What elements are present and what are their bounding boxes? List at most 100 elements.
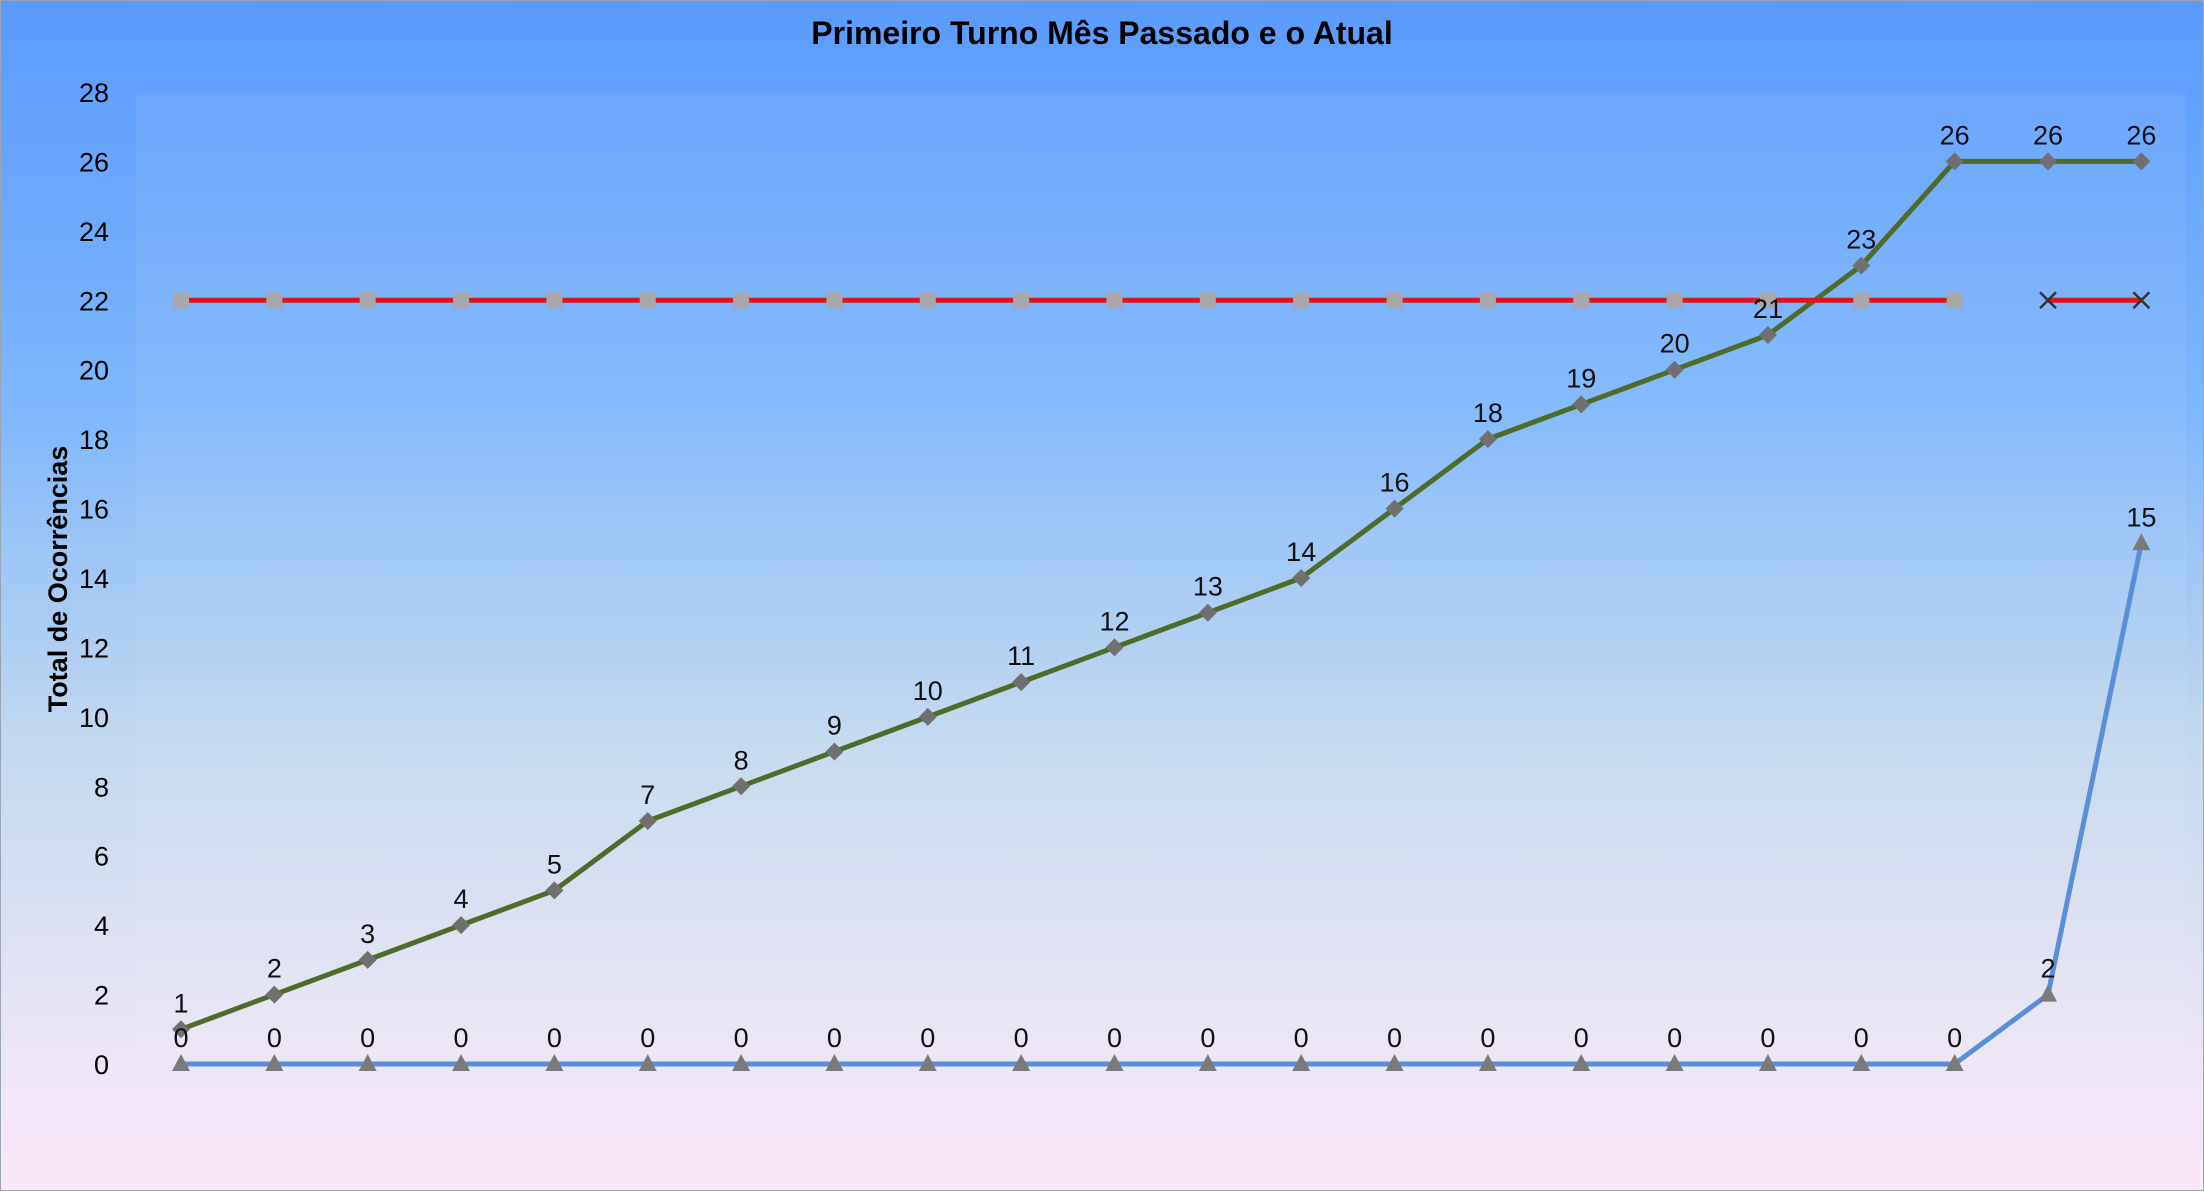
y-tick-label: 12 bbox=[79, 633, 109, 663]
data-point-red bbox=[1666, 292, 1683, 309]
data-label-blue: 0 bbox=[454, 1023, 469, 1053]
data-label-blue: 0 bbox=[1387, 1023, 1402, 1053]
data-point-blue bbox=[2039, 984, 2057, 1002]
data-label-green: 23 bbox=[1846, 225, 1876, 255]
data-label-blue: 0 bbox=[1107, 1023, 1122, 1053]
data-point-green bbox=[1478, 430, 1497, 449]
data-label-green: 3 bbox=[360, 919, 375, 949]
data-point-green bbox=[1945, 152, 1964, 171]
data-point-red bbox=[359, 292, 376, 309]
data-label-green: 11 bbox=[1007, 641, 1035, 671]
data-label-green: 16 bbox=[1380, 468, 1410, 498]
data-point-blue bbox=[358, 1054, 377, 1071]
data-point-red bbox=[1946, 292, 1963, 309]
data-label-blue: 0 bbox=[1014, 1023, 1029, 1053]
data-label-green: 18 bbox=[1473, 398, 1503, 428]
data-label-green: 1 bbox=[173, 988, 188, 1018]
data-point-red bbox=[1199, 292, 1216, 309]
data-label-blue: 15 bbox=[2126, 502, 2156, 532]
data-point-blue bbox=[172, 1054, 190, 1071]
data-point-blue bbox=[825, 1054, 844, 1071]
data-point-red bbox=[266, 292, 283, 309]
data-point-blue bbox=[638, 1054, 657, 1071]
data-point-red bbox=[453, 292, 470, 309]
data-label-blue: 0 bbox=[1854, 1023, 1869, 1053]
data-point-red bbox=[826, 292, 843, 309]
data-point-blue bbox=[1198, 1054, 1217, 1071]
data-point-blue bbox=[452, 1054, 471, 1071]
data-point-blue bbox=[2132, 533, 2151, 551]
data-label-green: 26 bbox=[2033, 120, 2063, 150]
data-point-green bbox=[1665, 360, 1684, 379]
data-label-blue: 0 bbox=[920, 1023, 935, 1053]
data-point-blue bbox=[1292, 1054, 1311, 1071]
data-point-green bbox=[452, 916, 471, 935]
data-label-blue: 0 bbox=[734, 1023, 749, 1053]
data-point-red bbox=[1759, 292, 1776, 309]
data-label-blue: 0 bbox=[1200, 1023, 1215, 1053]
data-label-blue: 0 bbox=[1574, 1023, 1589, 1053]
data-point-blue bbox=[1945, 1054, 1964, 1071]
data-point-blue bbox=[732, 1054, 751, 1071]
data-label-blue: 0 bbox=[360, 1023, 375, 1053]
data-point-red bbox=[733, 292, 750, 309]
data-label-green: 9 bbox=[827, 711, 842, 741]
data-point-blue bbox=[1105, 1054, 1124, 1071]
data-point-green bbox=[825, 742, 844, 761]
data-point-red-cont bbox=[2039, 291, 2057, 310]
y-tick-label: 0 bbox=[94, 1050, 109, 1080]
y-tick-label: 10 bbox=[79, 703, 109, 733]
data-label-green: 19 bbox=[1566, 363, 1596, 393]
data-point-green bbox=[1758, 326, 1777, 344]
data-label-green: 2 bbox=[267, 954, 282, 984]
y-tick-label: 24 bbox=[79, 217, 109, 247]
data-point-red bbox=[1479, 292, 1496, 309]
y-tick-label: 18 bbox=[79, 425, 109, 455]
data-label-blue: 0 bbox=[267, 1023, 282, 1053]
data-label-green: 8 bbox=[734, 745, 749, 775]
data-point-green bbox=[1385, 499, 1404, 518]
data-point-green bbox=[172, 1020, 190, 1039]
data-point-red bbox=[919, 292, 936, 309]
data-label-blue: 0 bbox=[1760, 1023, 1775, 1053]
data-point-green bbox=[638, 812, 657, 830]
y-tick-label: 6 bbox=[94, 842, 109, 872]
data-point-green bbox=[1292, 569, 1311, 587]
data-label-blue: 2 bbox=[2040, 954, 2055, 984]
data-point-red bbox=[173, 292, 189, 309]
data-label-green: 14 bbox=[1286, 537, 1316, 567]
data-label-green: 10 bbox=[913, 676, 943, 706]
data-point-blue bbox=[1385, 1054, 1404, 1071]
data-point-red bbox=[1293, 292, 1310, 309]
y-tick-label: 22 bbox=[79, 286, 109, 316]
data-point-blue bbox=[1852, 1054, 1871, 1071]
data-point-green bbox=[1572, 395, 1591, 414]
data-label-green: 21 bbox=[1753, 294, 1783, 324]
data-label-green: 4 bbox=[454, 884, 469, 914]
data-label-green: 26 bbox=[1940, 120, 1970, 150]
data-point-green bbox=[918, 707, 937, 726]
data-point-red bbox=[1386, 292, 1403, 309]
y-tick-label: 20 bbox=[79, 356, 109, 386]
data-point-blue bbox=[545, 1054, 564, 1071]
data-point-blue bbox=[1572, 1054, 1591, 1071]
data-point-green bbox=[732, 777, 751, 796]
data-point-green bbox=[265, 985, 284, 1004]
y-tick-label: 16 bbox=[79, 495, 109, 525]
data-label-blue: 0 bbox=[1294, 1023, 1309, 1053]
data-point-blue bbox=[1012, 1054, 1031, 1071]
data-point-green bbox=[2039, 152, 2057, 171]
data-point-green bbox=[2132, 152, 2151, 171]
chart-title: Primeiro Turno Mês Passado e o Atual bbox=[811, 15, 1392, 51]
data-label-green: 20 bbox=[1660, 329, 1690, 359]
y-tick-label: 28 bbox=[79, 78, 109, 108]
data-label-blue: 0 bbox=[1667, 1023, 1682, 1053]
y-tick-label: 8 bbox=[94, 772, 109, 802]
data-point-green bbox=[1105, 638, 1124, 657]
data-label-green: 13 bbox=[1193, 572, 1223, 602]
data-label-green: 26 bbox=[2126, 120, 2156, 150]
data-point-red bbox=[1013, 292, 1030, 309]
data-point-blue bbox=[265, 1054, 284, 1071]
